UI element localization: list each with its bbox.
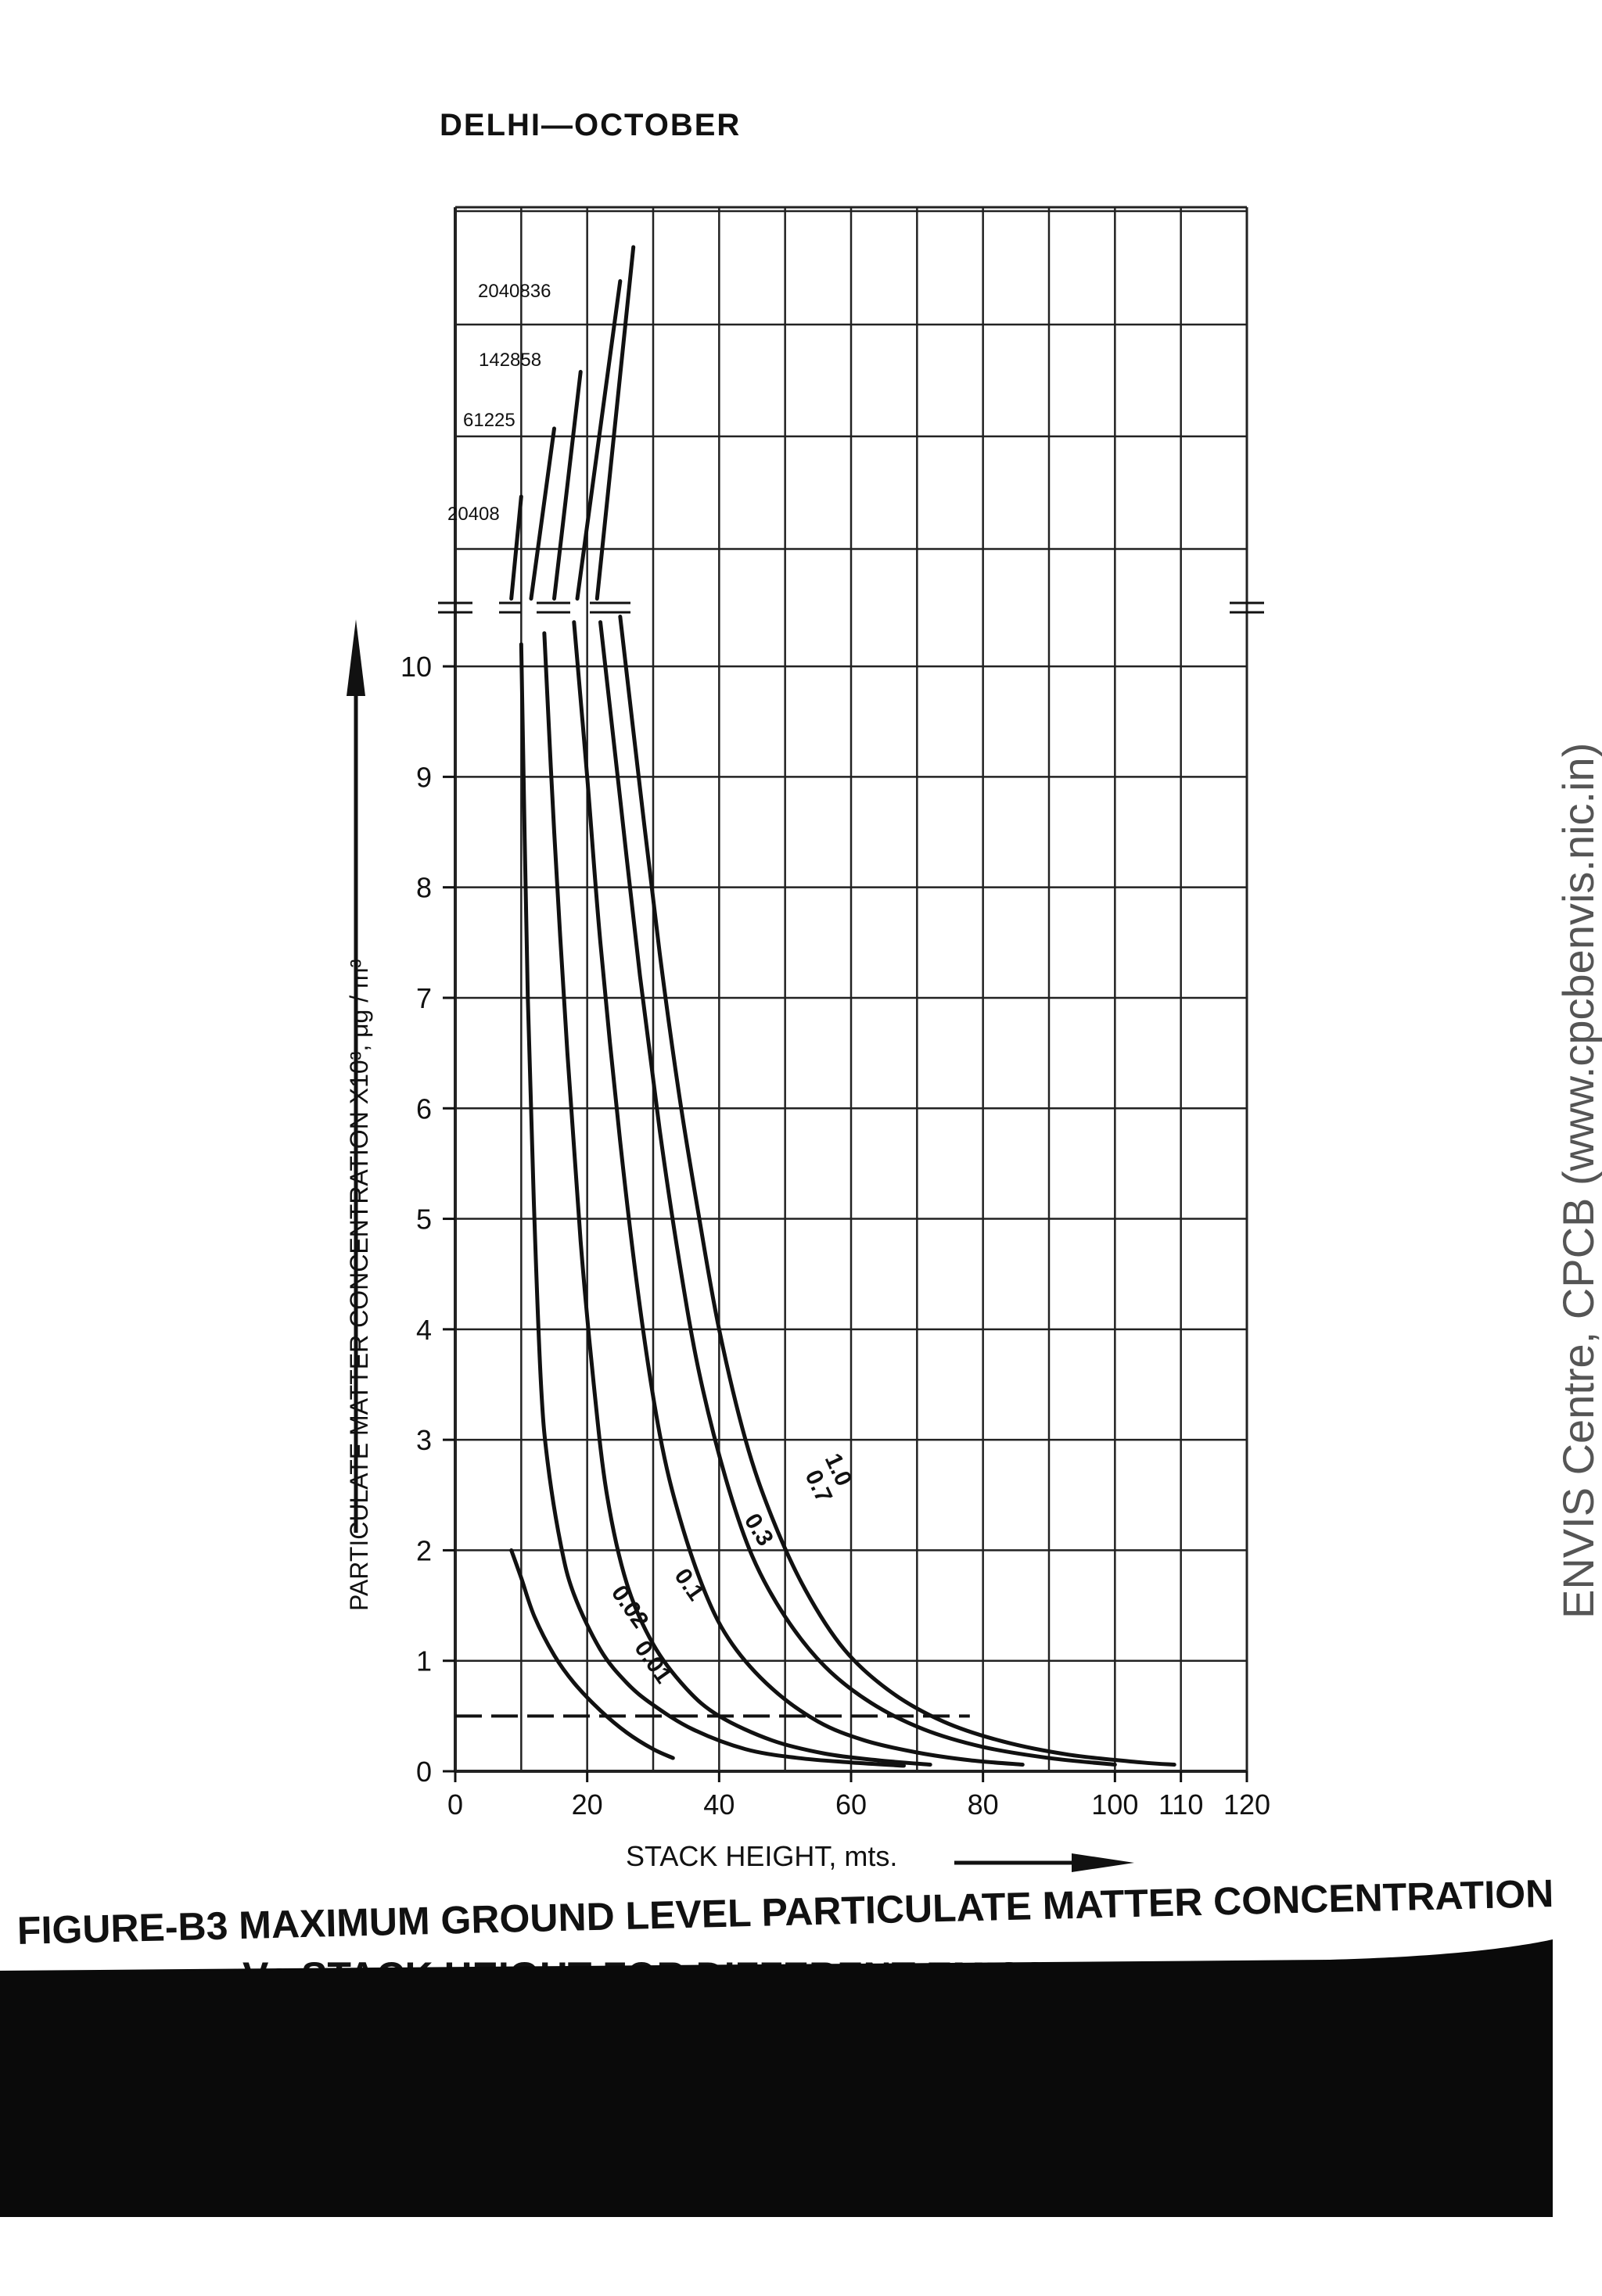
series-upper-line-0 <box>509 494 523 601</box>
series-line-0.3 <box>572 620 1025 1767</box>
chart-grid <box>454 207 1248 1773</box>
x-tick-label: 110 <box>1158 1788 1203 1821</box>
x-tick-label: 60 <box>835 1788 867 1821</box>
x-tick-label: 20 <box>572 1788 603 1821</box>
y-tick-label: 5 <box>416 1204 432 1236</box>
x-tick-label: 120 <box>1223 1788 1270 1821</box>
chart-series <box>455 245 1176 1768</box>
y-tick-label: 10 <box>400 651 432 683</box>
x-axis-label: STACK HEIGHT, mts. <box>626 1840 897 1872</box>
y-tick-label: 7 <box>416 982 432 1014</box>
x-tick-label: 40 <box>703 1788 735 1821</box>
y-axis-label: PARTICULATE MATTER CONCENTRATION X10³, μ… <box>345 959 373 1611</box>
series-label: 0.01 <box>629 1636 677 1688</box>
watermark: ENVIS Centre, CPCB (www.cpcbenvis.nic.in… <box>1554 742 1602 1619</box>
upper-series-label: 2040836 <box>478 281 551 302</box>
chart-series-labels: 0.010.02 0.10.30.71.020408612251428582040… <box>447 281 857 1688</box>
y-tick-label: 3 <box>416 1424 432 1456</box>
series-line-0.01 <box>509 1548 675 1760</box>
series-upper-line-1 <box>529 426 556 601</box>
y-axis-arrow <box>347 619 365 1533</box>
x-tick-label: 0 <box>447 1788 463 1821</box>
series-upper-line-2 <box>552 370 583 601</box>
x-tick-label: 100 <box>1091 1788 1138 1821</box>
series-line-0.02 <box>519 642 906 1768</box>
chart-ticks: 0 20 40 60 80 100 110 120 0 1 2 3 4 5 6 7 8 9 10 <box>400 651 1270 1821</box>
y-tick-label: 0 <box>416 1756 432 1788</box>
chart-axes <box>438 206 1264 1771</box>
y-tick-label: 6 <box>416 1092 432 1125</box>
upper-series-label: 20408 <box>447 504 500 525</box>
series-line-0.7 <box>598 620 1117 1767</box>
chart-header-title: DELHI—OCTOBER <box>440 108 742 142</box>
y-tick-label: 2 <box>416 1534 432 1566</box>
series-upper-line-4 <box>594 245 636 601</box>
series-label: 0.1 <box>670 1564 709 1605</box>
x-tick-label: 80 <box>968 1788 999 1821</box>
y-tick-label: 9 <box>416 761 432 793</box>
upper-series-label: 142858 <box>479 350 541 371</box>
series-line-1.0 <box>618 615 1176 1767</box>
series-label: 0.02 <box>606 1580 654 1633</box>
y-tick-label: 4 <box>416 1314 432 1346</box>
y-tick-label: 1 <box>416 1645 432 1677</box>
series-line-0.1 <box>542 631 932 1767</box>
y-tick-label: 8 <box>416 872 432 904</box>
upper-series-label: 61225 <box>463 410 515 431</box>
series-upper-line-3 <box>575 279 623 601</box>
x-axis-arrow <box>954 1853 1134 1872</box>
scan-black-bar <box>0 1939 1553 2217</box>
